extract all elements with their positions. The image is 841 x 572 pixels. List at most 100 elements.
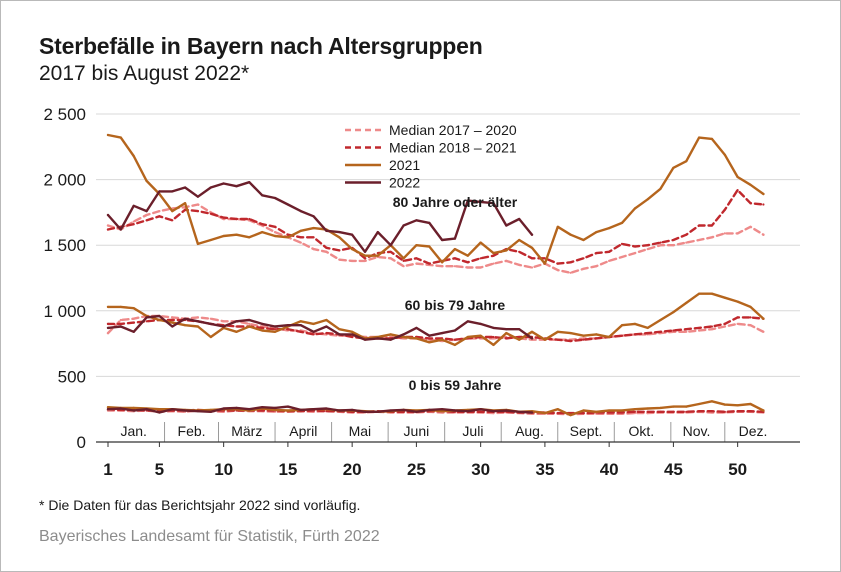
point-median-2018-2021 [505, 337, 508, 340]
point-median-2018-2021 [338, 249, 341, 252]
point-median-2018-2021 [736, 316, 739, 319]
point-2021 [261, 231, 264, 234]
point-median-2017-2020 [363, 259, 367, 262]
point-median-2017-2020 [530, 266, 534, 269]
point-2022 [299, 408, 302, 411]
point-2022 [492, 202, 495, 205]
point-2021 [299, 320, 302, 323]
point-2021 [235, 330, 238, 333]
point-2022 [479, 200, 482, 203]
point-median-2018-2021 [698, 326, 701, 329]
legend-label-2022: 2022 [389, 175, 420, 191]
point-2021 [273, 330, 277, 333]
point-2022 [209, 186, 212, 189]
month-label-mai: Mai [349, 423, 372, 439]
point-median-2017-2020 [453, 265, 456, 268]
month-label-juli: Juli [462, 423, 483, 439]
point-2022 [376, 231, 379, 234]
point-median-2017-2020 [723, 232, 726, 235]
point-median-2018-2021 [479, 410, 482, 413]
point-median-2018-2021 [106, 228, 110, 231]
point-2021 [338, 328, 341, 331]
point-median-2018-2021 [479, 257, 482, 260]
point-median-2017-2020 [659, 244, 662, 247]
point-2022 [518, 328, 521, 331]
point-median-2017-2020 [736, 322, 739, 325]
point-2022 [325, 325, 328, 328]
point-median-2018-2021 [762, 203, 765, 206]
point-2022 [389, 409, 392, 412]
point-median-2018-2021 [158, 215, 161, 218]
point-median-2018-2021 [389, 250, 392, 253]
point-2021 [106, 305, 110, 308]
point-2022 [530, 337, 534, 340]
point-2021 [402, 257, 405, 260]
point-2022 [145, 316, 148, 319]
point-2021 [196, 242, 199, 245]
point-2021 [466, 254, 469, 257]
point-2022 [389, 244, 392, 247]
point-2022 [389, 338, 392, 341]
point-2022 [518, 410, 521, 413]
point-2022 [466, 410, 469, 413]
source-note: Bayerisches Landesamt für Statistik, Für… [39, 528, 380, 545]
point-median-2018-2021 [659, 410, 662, 413]
point-2021 [698, 292, 701, 295]
point-median-2017-2020 [479, 266, 482, 269]
point-median-2017-2020 [248, 322, 251, 325]
line-2021-60-bis-79-jahre [106, 292, 765, 347]
point-median-2018-2021 [659, 330, 662, 333]
point-2021 [582, 238, 585, 242]
point-median-2017-2020 [620, 255, 624, 259]
point-2021 [543, 412, 547, 415]
x-tick-label: 1 [103, 460, 112, 479]
point-2022 [479, 322, 482, 325]
point-2022 [196, 195, 199, 198]
point-2021 [608, 409, 611, 412]
point-2021 [749, 183, 752, 186]
line-2022-80-jahre-oder-aelter [106, 180, 534, 254]
point-2022 [261, 194, 264, 197]
point-2022 [248, 408, 251, 411]
point-2021 [248, 325, 251, 328]
point-2022 [530, 411, 534, 414]
point-2022 [196, 410, 199, 413]
point-median-2018-2021 [698, 410, 701, 413]
point-median-2018-2021 [261, 326, 264, 329]
point-median-2017-2020 [492, 262, 495, 265]
point-median-2018-2021 [646, 244, 649, 247]
point-median-2018-2021 [325, 246, 328, 249]
point-median-2017-2020 [762, 330, 765, 333]
point-2021 [441, 410, 444, 413]
point-median-2017-2020 [441, 265, 444, 268]
point-median-2018-2021 [633, 333, 637, 336]
point-median-2018-2021 [672, 329, 675, 332]
point-2021 [415, 244, 418, 247]
x-tick-label: 25 [407, 460, 426, 479]
point-median-2018-2021 [286, 328, 289, 331]
point-median-2018-2021 [415, 257, 418, 260]
point-2022 [518, 217, 521, 221]
point-2022 [402, 224, 405, 227]
point-median-2018-2021 [402, 259, 405, 262]
point-2021 [415, 337, 418, 340]
point-2021 [492, 252, 495, 255]
point-median-2018-2021 [659, 241, 662, 244]
point-2022 [363, 338, 367, 341]
point-median-2018-2021 [235, 217, 238, 221]
line-2022-0-bis-59-jahre [106, 405, 534, 414]
point-median-2018-2021 [209, 212, 212, 215]
point-2022 [428, 334, 431, 337]
point-median-2018-2021 [171, 219, 174, 222]
line-median-2018-2021-80-jahre-oder-aelter [106, 188, 765, 265]
series-2022 [106, 180, 534, 414]
point-2021 [441, 261, 444, 264]
x-tick-label: 30 [471, 460, 490, 479]
point-2022 [338, 231, 341, 234]
point-2021 [351, 248, 354, 251]
point-2022 [351, 408, 354, 411]
point-2021 [659, 406, 662, 409]
point-median-2018-2021 [196, 210, 199, 213]
point-median-2018-2021 [428, 337, 431, 340]
